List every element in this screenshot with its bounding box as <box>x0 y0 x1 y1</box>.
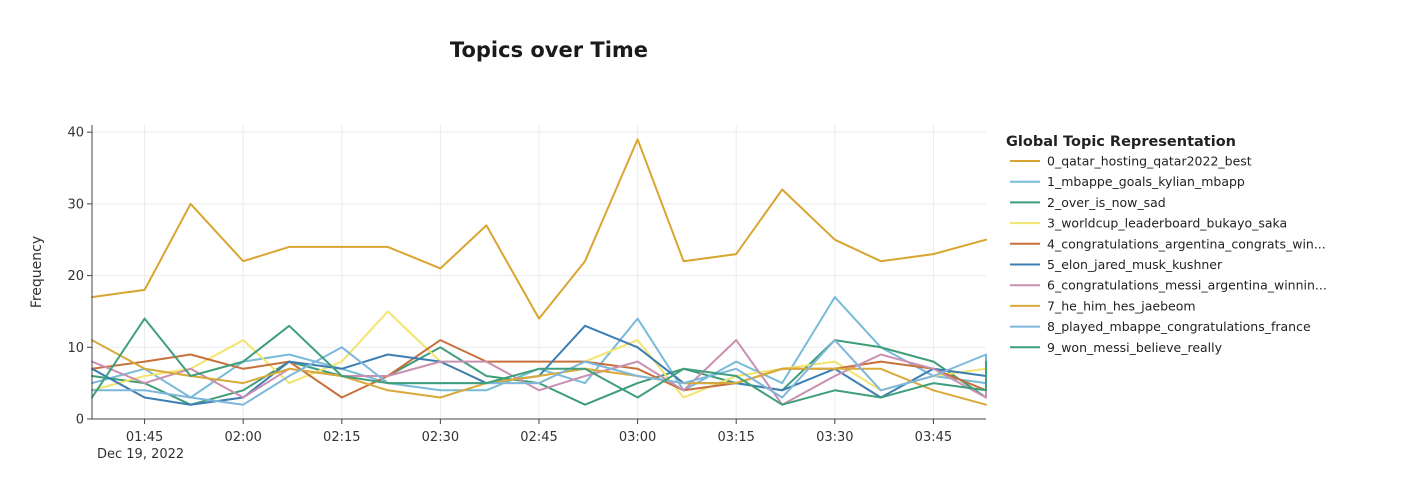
legend-label-9: 9_won_messi_believe_really <box>1047 340 1223 355</box>
x-tick-label: 03:15 <box>717 430 754 445</box>
x-tick-label: 03:00 <box>619 430 656 445</box>
series-layer <box>91 138 987 406</box>
legend-label-4: 4_congratulations_argentina_congrats_win… <box>1047 236 1326 251</box>
x-tick-label: 03:45 <box>915 430 952 445</box>
series-line-7 <box>91 339 987 406</box>
grid-layer <box>92 125 986 419</box>
y-tick-label: 0 <box>76 413 84 428</box>
x-tick-label: 02:15 <box>323 430 360 445</box>
series-line-9 <box>91 317 987 406</box>
legend-title: Global Topic Representation <box>1006 134 1236 150</box>
legend-label-3: 3_worldcup_leaderboard_bukayo_saka <box>1047 216 1287 231</box>
legend-label-8: 8_played_mbappe_congratulations_france <box>1047 319 1311 334</box>
y-tick-label: 30 <box>67 197 84 212</box>
x-tick-label: 02:00 <box>224 430 261 445</box>
y-tick-label: 20 <box>67 269 84 284</box>
y-tick-label: 40 <box>67 126 84 141</box>
legend-label-2: 2_over_is_now_sad <box>1047 195 1166 210</box>
series-line-6 <box>91 339 987 406</box>
legend[interactable]: Global Topic Representation 0_qatar_host… <box>1006 134 1327 355</box>
series-line-0 <box>91 138 987 320</box>
chart-title: Topics over Time <box>450 38 648 62</box>
legend-label-7: 7_he_him_hes_jaebeom <box>1047 298 1196 313</box>
series-line-8 <box>91 339 987 406</box>
y-tick-label: 10 <box>67 341 84 356</box>
series-line-1 <box>91 296 987 399</box>
series-line-2 <box>91 339 987 406</box>
legend-label-0: 0_qatar_hosting_qatar2022_best <box>1047 154 1252 169</box>
y-axis-title: Frequency <box>29 236 45 308</box>
x-axis-date-label: Dec 19, 2022 <box>97 447 184 462</box>
legend-label-1: 1_mbappe_goals_kylian_mbapp <box>1047 174 1245 189</box>
legend-label-6: 6_congratulations_messi_argentina_winnin… <box>1047 278 1327 293</box>
x-tick-label: 02:30 <box>422 430 459 445</box>
series-line-4 <box>91 339 987 399</box>
x-tick-label: 02:45 <box>520 430 557 445</box>
axis-layer: 01:45 02:00 02:15 02:30 02:45 03:00 03:15 03:30… <box>67 125 986 445</box>
x-tick-label: 01:45 <box>126 430 163 445</box>
x-tick-label: 03:30 <box>816 430 853 445</box>
legend-label-5: 5_elon_jared_musk_kushner <box>1047 257 1223 272</box>
